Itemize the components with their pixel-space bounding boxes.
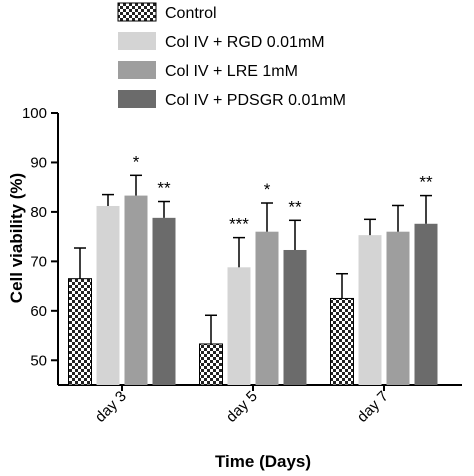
y-tick-label: 70 <box>30 253 47 270</box>
x-tick-label: day 3 <box>92 388 130 426</box>
x-tick-label: day 7 <box>354 388 392 426</box>
bar <box>68 278 92 386</box>
y-axis-title: Cell viability (%) <box>7 173 26 303</box>
x-tick-label: day 5 <box>223 388 261 426</box>
bar <box>227 267 251 385</box>
legend-label: Col IV + LRE 1mM <box>165 63 298 80</box>
bar <box>96 205 120 385</box>
bar <box>255 231 279 385</box>
bar <box>124 195 148 385</box>
significance-marker: * <box>133 152 140 171</box>
bar <box>330 297 354 386</box>
legend-swatch <box>118 90 156 108</box>
y-tick-label: 50 <box>30 352 47 369</box>
legend-swatch <box>118 32 156 50</box>
legend-swatch <box>117 2 157 22</box>
bar <box>199 343 223 386</box>
significance-marker: ** <box>419 173 433 192</box>
significance-marker: *** <box>229 215 249 234</box>
x-axis-title: Time (Days) <box>215 452 311 471</box>
bar <box>283 249 307 385</box>
legend-label: Col IV + PDSGR 0.01mM <box>165 92 346 109</box>
bar <box>386 231 410 385</box>
y-tick-label: 80 <box>30 204 47 221</box>
y-tick-label: 90 <box>30 154 47 171</box>
bar <box>152 217 176 385</box>
bar <box>358 235 382 385</box>
significance-marker: * <box>264 180 271 199</box>
legend-label: Control <box>165 5 217 22</box>
significance-marker: ** <box>288 197 302 216</box>
bar <box>414 223 438 385</box>
significance-marker: ** <box>157 179 171 198</box>
legend: Control Col IV + RGD 0.01mM Col IV + LRE 1… <box>117 2 346 109</box>
legend-swatch <box>118 61 156 79</box>
y-tick-label: 60 <box>30 303 47 320</box>
legend-label: Col IV + RGD 0.01mM <box>165 34 325 51</box>
y-tick-label: 100 <box>22 105 47 122</box>
